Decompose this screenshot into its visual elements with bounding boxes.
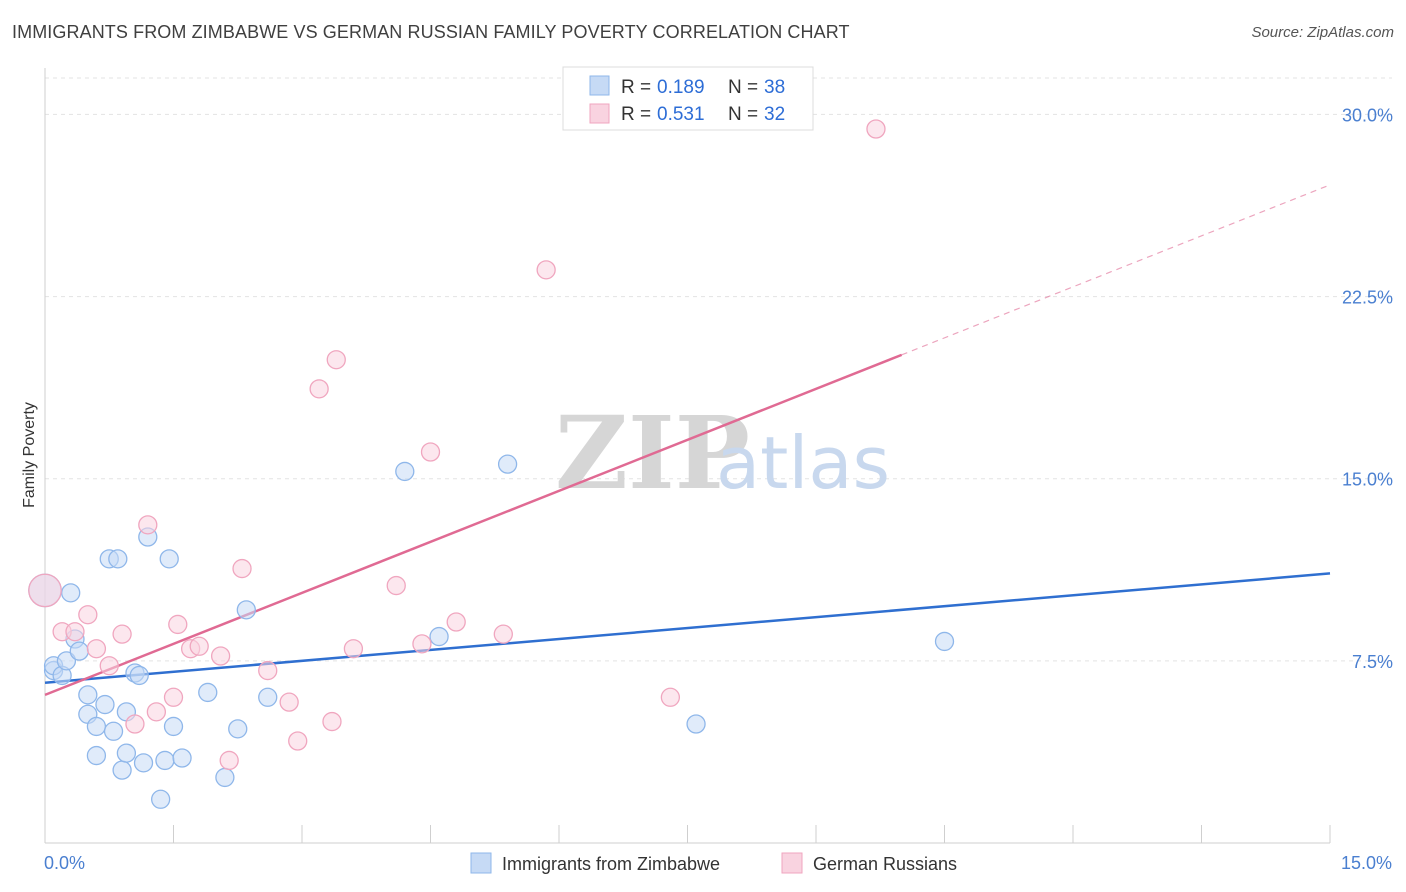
point-zimbabwe-34 xyxy=(429,626,449,647)
legend-blue-r-value: 0.189 xyxy=(657,77,705,98)
point-german-russian-31 xyxy=(866,119,886,139)
point-german-russian-15 xyxy=(219,750,239,771)
trendline-german-russians-extension xyxy=(901,184,1331,356)
point-german-russian-14 xyxy=(210,646,231,666)
point-zimbabwe-31 xyxy=(236,600,256,620)
x-tick-max: 15.0% xyxy=(1341,853,1392,873)
point-zimbabwe-29 xyxy=(215,767,235,788)
point-german-russian-16 xyxy=(232,558,252,579)
point-german-russian-5 xyxy=(99,656,119,676)
stats-legend: R = 0.189 N = 38 R = 0.531 N = 32 xyxy=(562,66,814,131)
point-zimbabwe-11 xyxy=(86,745,107,766)
legend-pink-n-value: 32 xyxy=(764,104,785,125)
point-zimbabwe-33 xyxy=(395,461,415,482)
point-german-russian-11 xyxy=(168,614,188,635)
point-zimbabwe-20 xyxy=(129,665,149,686)
y-tick-label-1: 15.0% xyxy=(1342,470,1393,490)
point-german-russian-21 xyxy=(322,711,342,732)
point-german-russian-3 xyxy=(78,605,98,625)
legend-pink-r-label: R = xyxy=(621,104,651,125)
bottom-legend-pink-label: German Russians xyxy=(813,854,957,874)
y-tick-label-3: 30.0% xyxy=(1342,105,1393,125)
point-german-russian-30 xyxy=(660,687,681,707)
point-zimbabwe-32 xyxy=(258,687,278,707)
point-german-russian-13 xyxy=(189,636,209,656)
point-german-russian-29 xyxy=(536,260,556,280)
point-zimbabwe-14 xyxy=(103,721,124,741)
point-german-russian-0 xyxy=(28,573,62,608)
axes xyxy=(44,68,1331,844)
point-german-russian-20 xyxy=(309,379,329,399)
series-legend: Immigrants from Zimbabwe German Russians xyxy=(470,852,957,874)
legend-swatch-pink xyxy=(589,103,610,124)
point-german-russian-6 xyxy=(112,624,132,644)
point-zimbabwe-4 xyxy=(56,651,77,671)
point-zimbabwe-37 xyxy=(934,631,955,652)
point-german-russian-7 xyxy=(125,714,145,734)
bottom-legend-swatch-pink xyxy=(781,852,803,874)
point-zimbabwe-10 xyxy=(86,716,107,737)
chart-title: IMMIGRANTS FROM ZIMBABWE VS GERMAN RUSSI… xyxy=(12,22,850,42)
bottom-legend-blue-label: Immigrants from Zimbabwe xyxy=(502,854,720,874)
point-german-russian-28 xyxy=(493,624,513,644)
watermark-atlas: atlas xyxy=(716,421,890,505)
point-german-russian-18 xyxy=(279,692,299,712)
point-zimbabwe-16 xyxy=(112,760,132,780)
point-zimbabwe-23 xyxy=(150,789,171,809)
point-german-russian-26 xyxy=(420,442,441,462)
point-german-russian-8 xyxy=(138,515,158,535)
point-german-russian-19 xyxy=(288,731,308,751)
point-zimbabwe-30 xyxy=(228,719,248,739)
point-zimbabwe-24 xyxy=(155,750,175,771)
point-german-russian-10 xyxy=(163,687,184,707)
bottom-legend-swatch-blue xyxy=(470,852,492,874)
legend-blue-n-label: N = xyxy=(728,77,758,98)
point-german-russian-24 xyxy=(386,575,406,596)
point-zimbabwe-36 xyxy=(686,714,706,734)
point-zimbabwe-9 xyxy=(78,685,98,705)
legend-pink-r-value: 0.531 xyxy=(657,104,705,125)
point-zimbabwe-21 xyxy=(133,753,154,773)
point-german-russian-22 xyxy=(326,350,346,370)
point-german-russian-25 xyxy=(412,634,432,654)
y-axis-label: Family Poverty xyxy=(21,402,38,508)
point-german-russian-27 xyxy=(446,612,466,632)
point-zimbabwe-27 xyxy=(172,748,192,768)
y-tick-labels: 7.5% 15.0% 22.5% 30.0% xyxy=(1342,105,1393,671)
point-german-russian-2 xyxy=(65,622,85,642)
point-zimbabwe-18 xyxy=(116,743,137,763)
trendline-zimbabwe xyxy=(44,572,1331,684)
legend-blue-r-label: R = xyxy=(621,77,651,98)
point-zimbabwe-12 xyxy=(95,694,115,715)
point-zimbabwe-7 xyxy=(69,641,89,661)
point-zimbabwe-28 xyxy=(198,682,218,703)
data-points xyxy=(28,119,955,809)
point-zimbabwe-15 xyxy=(108,549,128,569)
legend-swatch-blue xyxy=(589,75,610,96)
point-german-russian-4 xyxy=(86,639,107,659)
point-german-russian-17 xyxy=(258,660,278,681)
point-german-russian-9 xyxy=(146,702,167,722)
point-german-russian-23 xyxy=(343,639,364,659)
trendlines xyxy=(44,184,1331,697)
point-zimbabwe-5 xyxy=(61,583,81,603)
x-tick-min: 0.0% xyxy=(44,853,85,873)
legend-blue-n-value: 38 xyxy=(764,77,785,98)
y-tick-label-2: 22.5% xyxy=(1342,288,1393,308)
source-label: Source: ZipAtlas.com xyxy=(1251,24,1394,41)
y-tick-label-0: 7.5% xyxy=(1352,652,1393,672)
point-zimbabwe-35 xyxy=(497,454,518,474)
point-zimbabwe-26 xyxy=(163,716,184,737)
legend-pink-n-label: N = xyxy=(728,104,758,125)
trendline-german-russians xyxy=(44,353,903,697)
point-zimbabwe-25 xyxy=(159,549,179,569)
